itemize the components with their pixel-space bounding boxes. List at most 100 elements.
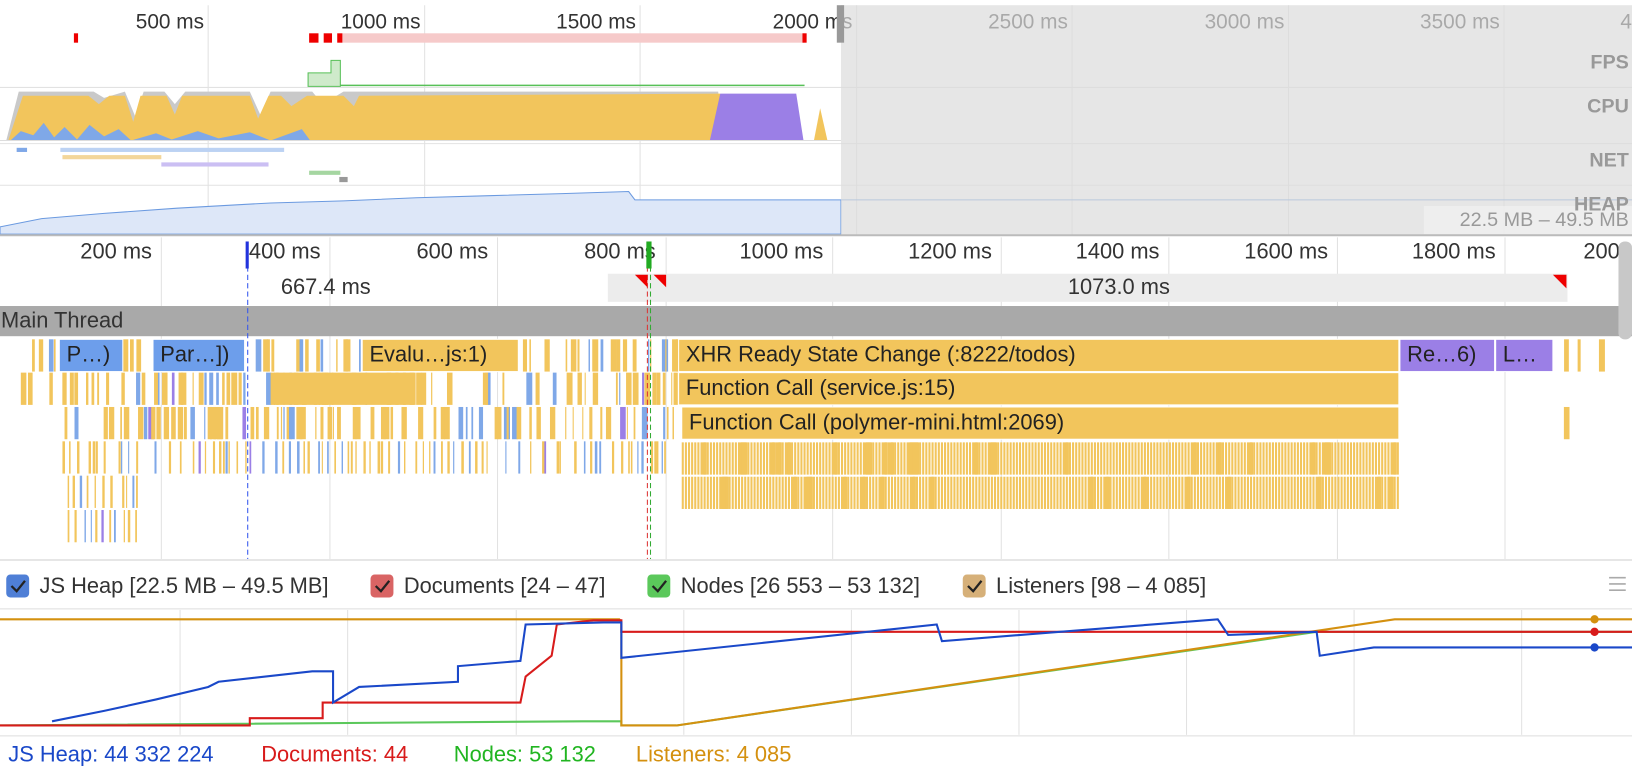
flame-entry[interactable] xyxy=(1399,338,1496,373)
flame-sliver xyxy=(122,339,129,372)
flame-sliver xyxy=(806,442,809,475)
flame-sliver xyxy=(816,476,819,509)
flame-sliver xyxy=(1037,476,1040,509)
flame-sliver xyxy=(665,339,667,372)
flame-sliver xyxy=(944,476,947,509)
flame-sliver xyxy=(869,442,872,475)
flame-sliver xyxy=(1337,442,1340,475)
flame-sliver xyxy=(559,441,561,474)
flame-sliver xyxy=(250,406,255,440)
flame-sliver xyxy=(794,476,797,509)
flame-entry[interactable] xyxy=(678,372,1400,406)
flame-entry[interactable] xyxy=(152,338,246,373)
readout-label: Listeners: 4 085 xyxy=(636,741,791,766)
flame-sliver xyxy=(912,442,920,475)
flame-sliver xyxy=(1031,476,1034,509)
flame-sliver xyxy=(136,372,141,405)
flame-sliver xyxy=(1231,442,1234,475)
flame-sliver xyxy=(92,441,96,474)
flame-sliver xyxy=(1234,442,1237,475)
flame-sliver xyxy=(950,476,953,509)
flame-sliver xyxy=(120,441,123,474)
flame-sliver xyxy=(706,442,709,475)
flame-sliver xyxy=(1287,476,1290,509)
flame-sliver xyxy=(781,442,784,475)
flame-sliver xyxy=(1321,476,1324,509)
flame-sliver xyxy=(136,475,138,508)
flame-sliver xyxy=(204,372,207,405)
checkbox[interactable] xyxy=(647,574,671,598)
legend-item[interactable]: Listeners [98 – 4 085] xyxy=(962,573,1206,598)
counter-readout: JS Heap: 44 332 224 Documents: 44 Nodes: 5… xyxy=(8,741,791,766)
flame-entry[interactable] xyxy=(1495,338,1554,373)
window-handle[interactable] xyxy=(836,5,845,43)
checkbox[interactable] xyxy=(6,574,30,598)
flame-sliver xyxy=(666,406,669,440)
flame-sliver xyxy=(198,441,201,474)
legend-item[interactable]: Nodes [26 553 – 53 132] xyxy=(647,573,920,598)
flame-sliver xyxy=(345,339,351,372)
flame-sliver xyxy=(136,339,142,372)
flame-sliver xyxy=(691,442,694,475)
flame-sliver xyxy=(231,372,238,405)
legend-item[interactable]: JS Heap [22.5 MB – 49.5 MB] xyxy=(6,573,329,598)
flame-entry[interactable] xyxy=(681,406,1400,440)
flame-sliver xyxy=(283,406,285,440)
checkbox[interactable] xyxy=(962,574,986,598)
flame-sliver xyxy=(213,406,220,440)
flame-sliver xyxy=(725,442,728,475)
flame-sliver xyxy=(305,339,309,372)
frame-mark xyxy=(73,33,79,43)
flame-sliver xyxy=(812,442,815,475)
flame-entry[interactable] xyxy=(361,338,519,373)
duration-bar xyxy=(607,273,1568,302)
flame-sliver xyxy=(990,476,993,509)
flame-sliver xyxy=(296,406,303,440)
flame-sliver xyxy=(819,476,822,509)
flame-sliver xyxy=(1393,442,1396,475)
flame-sliver xyxy=(819,442,822,475)
checkbox[interactable] xyxy=(370,574,394,598)
flame-sliver xyxy=(993,442,997,475)
flame-sliver xyxy=(1018,476,1022,509)
flame-sliver xyxy=(756,476,759,509)
flame-sliver xyxy=(282,441,285,474)
flame-sliver xyxy=(922,476,925,509)
flame-sliver xyxy=(1303,476,1306,509)
flame-sliver xyxy=(611,441,615,474)
flame-sliver xyxy=(681,476,684,509)
flame-entry[interactable] xyxy=(58,338,124,373)
flame-sliver xyxy=(1271,476,1274,509)
flame-sliver xyxy=(110,475,113,508)
flame-sliver xyxy=(262,441,265,474)
flame-block xyxy=(270,372,415,405)
counter-dot xyxy=(1590,643,1599,652)
flame-sliver xyxy=(1378,476,1381,509)
legend-label: Listeners [98 – 4 085] xyxy=(996,573,1206,598)
counters: JS Heap [22.5 MB – 49.5 MB] Documents [24… xyxy=(0,559,1632,766)
flame-sliver xyxy=(1359,476,1362,509)
flame-sliver xyxy=(837,442,840,475)
flame-sliver xyxy=(759,476,762,509)
flame-sliver xyxy=(1234,476,1237,509)
flame-sliver xyxy=(647,339,650,372)
flame-sliver xyxy=(1265,476,1268,509)
flame-sliver xyxy=(143,406,148,440)
flame-sliver xyxy=(794,442,797,475)
flame-sliver xyxy=(62,372,67,405)
flame-sliver xyxy=(766,476,769,509)
scrollbar[interactable] xyxy=(1618,241,1632,340)
flame-sliver xyxy=(722,442,725,475)
flame-sliver xyxy=(656,441,659,474)
flame-sliver xyxy=(1284,442,1287,475)
flame-entry[interactable] xyxy=(678,338,1400,373)
readout-label: Documents: 44 xyxy=(261,741,408,766)
flame-sliver xyxy=(676,339,679,372)
legend-item[interactable]: Documents [24 – 47] xyxy=(370,573,606,598)
menu-icon[interactable] xyxy=(1609,576,1626,591)
flame-sliver xyxy=(341,441,343,474)
flame-sliver xyxy=(572,406,574,440)
flame-sliver xyxy=(975,476,978,509)
flame-sliver xyxy=(934,442,937,475)
